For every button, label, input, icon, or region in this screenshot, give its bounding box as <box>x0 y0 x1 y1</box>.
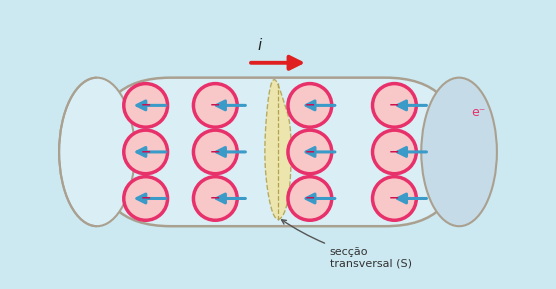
Ellipse shape <box>124 84 167 127</box>
Text: −: − <box>305 192 315 205</box>
Text: secção
transversal (S): secção transversal (S) <box>281 220 412 268</box>
Text: −: − <box>210 145 221 158</box>
Ellipse shape <box>288 177 332 220</box>
Ellipse shape <box>373 130 416 174</box>
Ellipse shape <box>59 78 135 226</box>
Text: −: − <box>389 145 400 158</box>
Text: −: − <box>141 99 151 112</box>
Text: −: − <box>305 145 315 158</box>
Text: −: − <box>210 192 221 205</box>
FancyBboxPatch shape <box>96 78 460 226</box>
Ellipse shape <box>193 130 237 174</box>
Text: −: − <box>141 145 151 158</box>
Ellipse shape <box>288 84 332 127</box>
Text: −: − <box>141 192 151 205</box>
Text: −: − <box>389 192 400 205</box>
Ellipse shape <box>193 84 237 127</box>
Ellipse shape <box>421 78 497 226</box>
Ellipse shape <box>373 177 416 220</box>
Text: −: − <box>305 99 315 112</box>
Ellipse shape <box>288 130 332 174</box>
Ellipse shape <box>124 130 167 174</box>
Text: e⁻: e⁻ <box>471 106 485 119</box>
Ellipse shape <box>193 177 237 220</box>
Polygon shape <box>265 80 291 219</box>
Text: i: i <box>258 38 262 53</box>
Text: −: − <box>389 99 400 112</box>
Text: −: − <box>210 99 221 112</box>
Ellipse shape <box>124 177 167 220</box>
Ellipse shape <box>373 84 416 127</box>
